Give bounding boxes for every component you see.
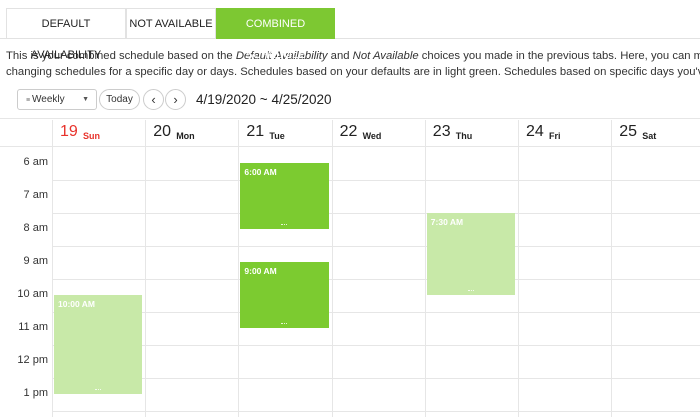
grid-vline <box>518 120 519 417</box>
resize-handle[interactable] <box>281 323 288 326</box>
day-number: 19 <box>60 123 78 140</box>
day-number: 20 <box>153 123 171 140</box>
day-number: 25 <box>619 123 637 140</box>
event-block[interactable]: 10:00 AM <box>54 295 143 394</box>
resize-handle[interactable] <box>467 290 474 293</box>
event-block[interactable]: 7:30 AM <box>426 213 515 295</box>
text: and <box>327 50 353 62</box>
grid-vline <box>611 120 613 417</box>
today-button[interactable]: Today <box>99 89 140 110</box>
description-line-1: This is your combined schedule based on … <box>6 50 700 62</box>
day-name: Mon <box>176 131 195 141</box>
time-label: 10 am <box>17 288 48 300</box>
grid-vline <box>145 120 147 417</box>
grid-hline <box>52 312 700 313</box>
grid-vline <box>331 120 333 417</box>
time-label: 11 am <box>18 321 48 333</box>
text: This is your combined schedule based on … <box>6 50 236 62</box>
time-label: 12 pm <box>17 354 48 366</box>
grid-vline <box>52 120 53 417</box>
grid-hline <box>52 213 700 214</box>
calendar-top-border <box>0 118 700 119</box>
event-block[interactable]: 9:00 AM <box>240 262 329 328</box>
day-name: Tue <box>269 131 285 141</box>
grid-vline <box>238 120 240 417</box>
day-name: Sat <box>642 131 657 141</box>
resize-handle[interactable] <box>95 389 102 392</box>
grid-hline <box>52 279 700 280</box>
grid-hline <box>52 180 700 181</box>
grid-vline <box>424 120 426 417</box>
time-label: 9 am <box>23 255 48 267</box>
tab-divider <box>0 38 700 39</box>
time-label: 7 am <box>23 189 48 201</box>
day-number: 24 <box>526 123 544 140</box>
event-time: 7:30 AM <box>430 217 464 227</box>
time-label: 8 am <box>23 222 48 234</box>
day-name: Fri <box>549 131 561 141</box>
tab[interactable]: DEFAULT AVAILABILITY <box>6 8 126 61</box>
time-label: 1 pm <box>23 387 48 399</box>
text: choices you made in the previous tabs. H… <box>421 50 700 62</box>
day-name: Thu <box>455 131 473 141</box>
resize-handle[interactable] <box>281 224 288 227</box>
grid-hline <box>52 246 700 247</box>
date-range: 4/19/2020 ~ 4/25/2020 <box>196 92 332 107</box>
next-button[interactable]: › <box>165 89 186 110</box>
day-number: 23 <box>432 123 451 140</box>
description-line-2: changing schedules for a specific day or… <box>6 66 700 78</box>
day-number: 22 <box>339 123 358 140</box>
text: Default Availability <box>236 50 328 62</box>
grid-hline <box>52 411 700 412</box>
tab[interactable]: COMBINED SCHEDULE <box>216 8 335 61</box>
day-name: Sun <box>83 131 100 141</box>
event-block[interactable]: 6:00 AM <box>240 163 329 229</box>
event-time: 6:00 AM <box>244 167 277 177</box>
grid-hline <box>52 378 700 379</box>
text: Not Available <box>352 50 419 62</box>
event-time: 10:00 AM <box>58 299 96 309</box>
view-dropdown[interactable]: ≡ Weekly ▼ <box>17 89 97 110</box>
day-name: Wed <box>362 131 382 141</box>
time-label: 6 am <box>23 156 48 168</box>
prev-button[interactable]: ‹ <box>143 89 164 110</box>
grid-hline <box>52 345 700 346</box>
header-border <box>0 146 700 147</box>
day-number: 21 <box>246 123 265 140</box>
view-label: Weekly <box>32 94 65 105</box>
event-time: 9:00 AM <box>244 266 277 276</box>
tab[interactable]: NOT AVAILABLE <box>126 8 216 39</box>
